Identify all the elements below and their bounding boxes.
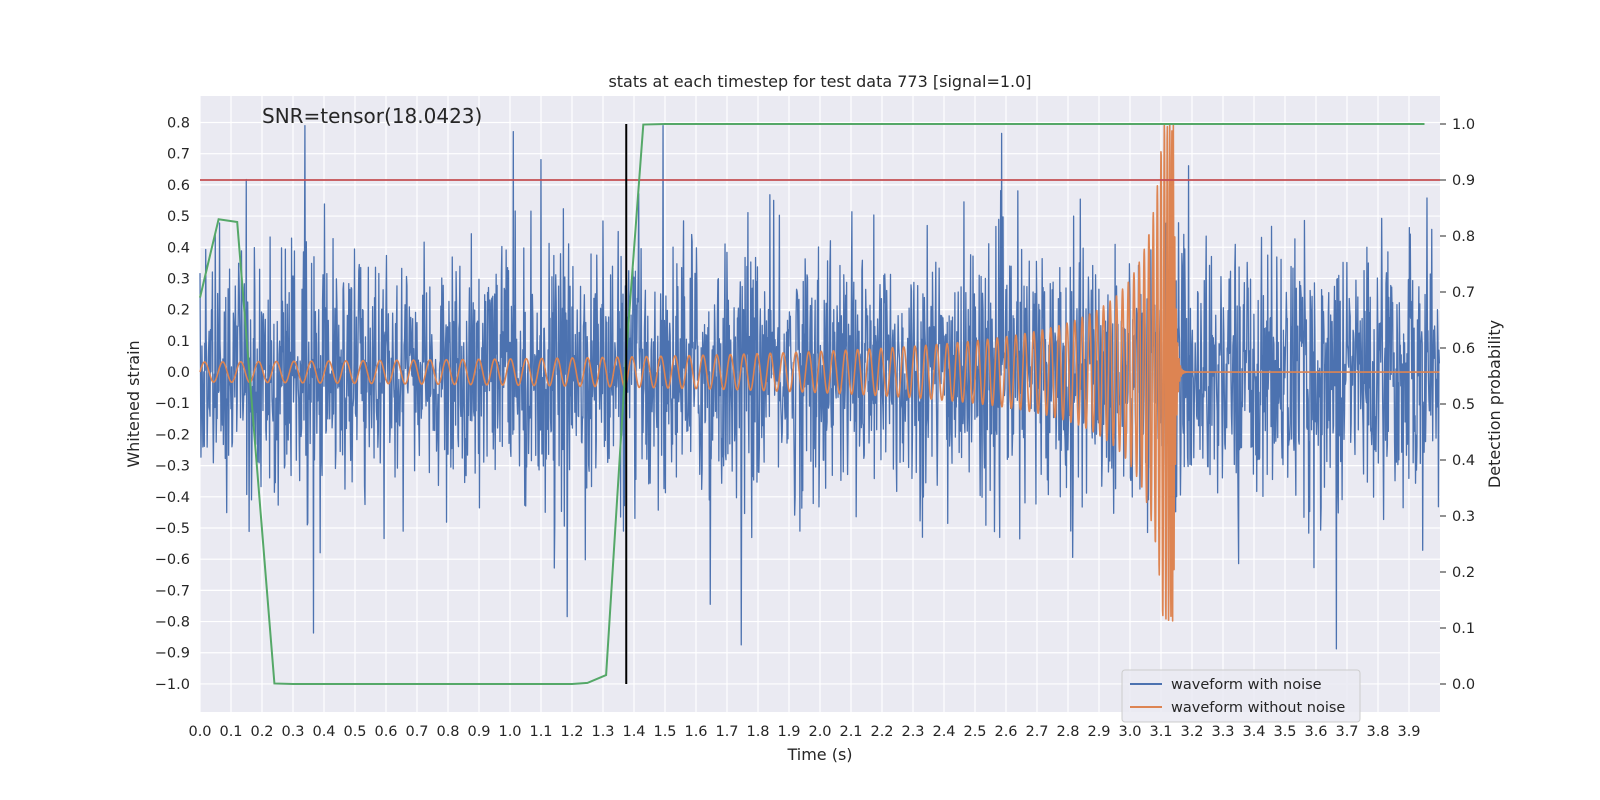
x-tick-label: 1.6	[684, 724, 707, 740]
x-tick-label: 0.0	[188, 724, 211, 740]
x-tick-label: 2.3	[901, 724, 924, 740]
x-tick-label: 3.4	[1242, 724, 1265, 740]
x-tick-label: 0.9	[467, 724, 490, 740]
y-right-tick-label: 0.1	[1452, 621, 1475, 637]
x-tick-label: 1.5	[653, 724, 676, 740]
y-right-tick-label: 0.4	[1452, 453, 1475, 469]
y-tick-label: −0.1	[155, 396, 190, 412]
x-tick-label: 0.4	[312, 724, 335, 740]
chart-title: stats at each timestep for test data 773…	[608, 72, 1031, 91]
x-tick-label: 3.3	[1211, 724, 1234, 740]
x-tick-label: 2.0	[808, 724, 831, 740]
y-right-tick-label: 0.7	[1452, 285, 1475, 301]
y-tick-label: −0.7	[155, 583, 190, 599]
x-tick-label: 1.0	[498, 724, 521, 740]
x-tick-labels: 0.0 0.1 0.2 0.3 0.4 0.5 0.6 0.7 0.8 0.9 1.0 1.1 1.2 1…	[188, 724, 1420, 740]
y-right-tick-label: 0.5	[1452, 397, 1475, 413]
x-tick-label: 3.1	[1149, 724, 1172, 740]
x-tick-label: 2.2	[870, 724, 893, 740]
series-overlays	[199, 123, 1440, 685]
x-tick-label: 3.7	[1335, 724, 1358, 740]
x-tick-label: 0.2	[250, 724, 273, 740]
y-axis-label: Whitened strain	[124, 340, 143, 467]
y-tick-label: 0.3	[167, 271, 190, 287]
detection-probability-line	[199, 123, 1425, 685]
y-tick-label: 0.5	[167, 209, 190, 225]
y-tick-label: −0.3	[155, 459, 190, 475]
y-right-tick-label: 0.2	[1452, 565, 1475, 581]
y-tick-label: −1.0	[155, 677, 190, 693]
x-tick-label: 0.3	[281, 724, 304, 740]
y-tick-label: −0.4	[155, 490, 190, 506]
y-right-tick-label: 0.0	[1452, 677, 1475, 693]
x-axis-label: Time (s)	[786, 745, 852, 764]
x-tick-label: 3.5	[1273, 724, 1296, 740]
x-tick-label: 0.6	[374, 724, 397, 740]
legend: waveform with noise waveform without noi…	[1121, 669, 1361, 723]
y-right-tick-label: 0.8	[1452, 229, 1475, 245]
y-tick-label: 0.4	[167, 240, 190, 256]
x-tick-label: 1.1	[529, 724, 552, 740]
y-right-tick-label: 0.6	[1452, 341, 1475, 357]
x-tick-label: 0.8	[436, 724, 459, 740]
y-tick-label: −0.5	[155, 521, 190, 537]
y-tick-label: −0.9	[155, 646, 190, 662]
y-right-tick-label: 0.3	[1452, 509, 1475, 525]
x-tick-label: 1.7	[715, 724, 738, 740]
y-tick-label: −0.6	[155, 552, 190, 568]
legend-box	[1121, 669, 1361, 723]
x-tick-label: 1.3	[591, 724, 614, 740]
x-tick-label: 0.1	[219, 724, 242, 740]
y-right-axis-label: Detection probability	[1485, 320, 1504, 488]
x-tick-label: 2.7	[1025, 724, 1048, 740]
y-tick-label: −0.2	[155, 427, 190, 443]
y-tick-label: −0.8	[155, 615, 190, 631]
x-tick-label: 0.5	[343, 724, 366, 740]
x-tick-label: 3.8	[1366, 724, 1389, 740]
y-tick-labels: 0.8 0.7 0.6 0.5 0.4 0.3 0.2 0.1 0.0 −0.1 −0.2 −0.3 −…	[155, 116, 190, 693]
x-tick-label: 2.8	[1056, 724, 1079, 740]
clean-line	[199, 123, 1440, 622]
x-tick-label: 3.9	[1397, 724, 1420, 740]
x-tick-label: 2.6	[994, 724, 1017, 740]
y-tick-label: 0.7	[167, 147, 190, 163]
x-tick-label: 1.8	[746, 724, 769, 740]
x-tick-label: 1.9	[777, 724, 800, 740]
x-tick-label: 2.1	[839, 724, 862, 740]
legend-label-clean: waveform without noise	[1171, 700, 1345, 716]
y-tick-label: 0.8	[167, 116, 190, 132]
y-tick-label: 0.1	[167, 334, 190, 350]
x-tick-label: 3.0	[1118, 724, 1141, 740]
noise-line	[199, 124, 1441, 650]
snr-annotation: SNR=tensor(18.0423)	[262, 104, 482, 128]
x-tick-label: 1.2	[560, 724, 583, 740]
x-tick-label: 2.9	[1087, 724, 1110, 740]
series-waveform-with-noise	[199, 124, 1441, 650]
x-tick-label: 1.4	[622, 724, 645, 740]
y-tick-label: 0.2	[167, 303, 190, 319]
series-waveform-without-noise	[199, 123, 1440, 622]
y-right-tick-label: 1.0	[1452, 117, 1475, 133]
x-tick-label: 2.5	[963, 724, 986, 740]
y-tick-label: 0.0	[167, 365, 190, 381]
y-right-tick-label: 0.9	[1452, 173, 1475, 189]
x-tick-label: 3.6	[1304, 724, 1327, 740]
y-tick-label: 0.6	[167, 178, 190, 194]
legend-label-noise: waveform with noise	[1171, 677, 1322, 693]
x-tick-label: 0.7	[405, 724, 428, 740]
y-right-tick-labels: 1.0 0.9 0.8 0.7 0.6 0.5 0.4 0.3 0.2 0.1 0.0	[1440, 117, 1475, 693]
x-tick-label: 3.2	[1180, 724, 1203, 740]
x-tick-label: 2.4	[932, 724, 955, 740]
